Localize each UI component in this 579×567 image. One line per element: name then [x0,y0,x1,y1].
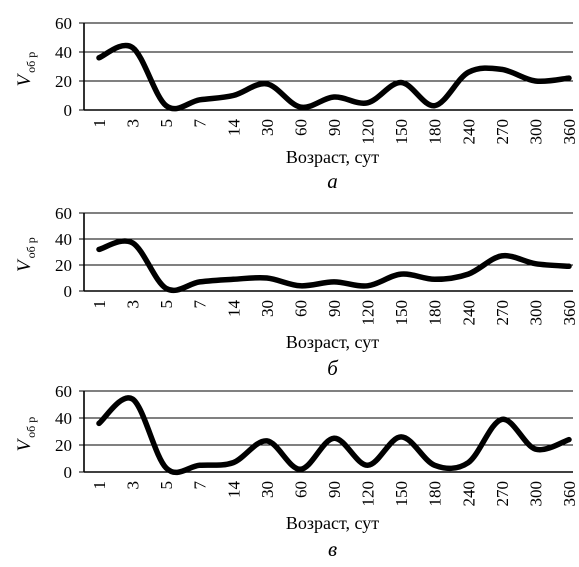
x-tick-label: 1 [90,481,109,490]
x-tick-label: 120 [359,119,378,145]
x-tick-label: 270 [493,119,512,145]
x-tick-label: 90 [325,481,344,498]
y-tick-label: 0 [64,101,73,120]
x-axis-label: Возраст, сут [286,147,379,167]
x-tick-label: 240 [459,481,478,507]
x-tick-label: 7 [191,481,210,490]
x-tick-label: 3 [124,119,143,128]
x-tick-label: 120 [359,300,378,326]
x-tick-label: 30 [258,481,277,498]
x-tick-label: 30 [258,119,277,136]
series-line [99,45,569,108]
y-tick-label: 0 [64,463,73,482]
y-axis-label: Vоб р [14,417,38,452]
y-tick-label: 20 [55,72,72,91]
x-tick-label: 270 [493,300,512,326]
x-tick-label: 60 [291,481,310,498]
x-tick-label: 360 [560,481,579,507]
panel-letter: а [327,169,338,193]
x-axis-label: Возраст, сут [286,332,379,352]
x-tick-label: 3 [124,481,143,490]
x-tick-label: 120 [359,481,378,507]
series-line [99,398,569,473]
x-tick-label: 150 [392,119,411,145]
x-tick-label: 180 [426,300,445,326]
x-tick-label: 180 [426,481,445,507]
y-tick-label: 40 [55,230,72,249]
x-tick-label: 360 [560,300,579,326]
x-tick-label: 270 [493,481,512,507]
x-tick-label: 300 [526,119,545,145]
x-tick-label: 150 [392,300,411,326]
x-tick-label: 5 [157,481,176,490]
x-tick-label: 5 [157,119,176,128]
panel-letter: в [328,537,337,561]
x-tick-label: 1 [90,119,109,128]
x-tick-label: 14 [224,481,243,499]
panel-letter: б [327,356,339,380]
chart-panel-3: 0 20 40 60 Vоб р 1 3 5 7 14 30 60 90 120 150 180 240 270 3… [14,382,579,561]
y-tick-label: 20 [55,436,72,455]
x-tick-label: 300 [526,481,545,507]
y-tick-label: 40 [55,409,72,428]
x-tick-label: 300 [526,300,545,326]
x-tick-label: 90 [325,300,344,317]
x-tick-label: 3 [124,300,143,309]
chart-panel-2: 0 20 40 60 Vоб р 1 3 5 7 14 30 60 90 120 150 180 240 270 3… [14,204,579,380]
x-tick-label: 360 [560,119,579,145]
y-axis-label: Vоб р [14,237,38,272]
y-tick-label: 60 [55,382,72,401]
x-tick-label: 60 [291,300,310,317]
y-tick-label: 0 [64,282,73,301]
y-axis-label: Vоб р [14,52,38,87]
x-tick-label: 14 [224,119,243,137]
y-tick-label: 20 [55,256,72,275]
x-tick-label: 1 [90,300,109,309]
series-line [99,241,569,290]
x-tick-label: 30 [258,300,277,317]
chart-panel-1: 0 20 40 60 Vоб р 1 3 5 7 14 30 60 90 120 150 180 240 270 3… [14,14,579,193]
x-tick-label: 240 [459,300,478,326]
x-tick-label: 7 [191,300,210,309]
x-axis-label: Возраст, сут [286,513,379,533]
x-tick-label: 240 [459,119,478,145]
x-tick-label: 180 [426,119,445,145]
x-tick-label: 150 [392,481,411,507]
x-tick-label: 14 [224,300,243,318]
y-tick-label: 60 [55,14,72,33]
y-tick-label: 40 [55,43,72,62]
x-tick-label: 90 [325,119,344,136]
x-tick-label: 60 [291,119,310,136]
x-tick-label: 7 [191,119,210,128]
y-tick-label: 60 [55,204,72,223]
x-tick-label: 5 [157,300,176,309]
